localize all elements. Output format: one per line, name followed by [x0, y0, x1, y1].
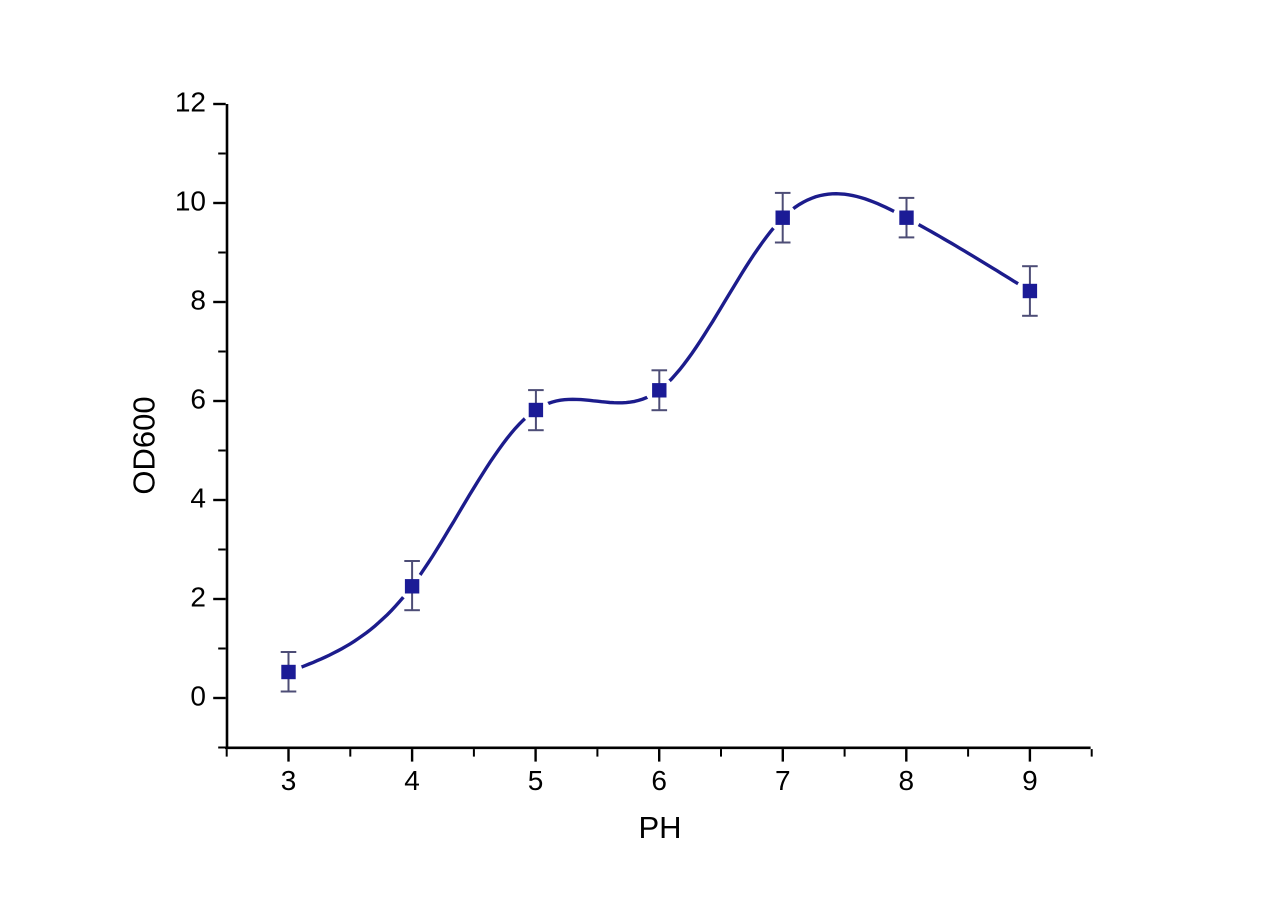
svg-text:0: 0	[190, 681, 206, 712]
svg-text:2: 2	[190, 582, 206, 613]
svg-text:7: 7	[775, 765, 791, 796]
svg-text:12: 12	[175, 87, 206, 118]
svg-text:9: 9	[1022, 765, 1038, 796]
svg-text:4: 4	[404, 765, 420, 796]
svg-text:8: 8	[899, 765, 915, 796]
svg-text:6: 6	[651, 765, 667, 796]
svg-text:5: 5	[528, 765, 544, 796]
svg-text:OD600: OD600	[127, 396, 162, 494]
svg-text:PH: PH	[638, 810, 681, 845]
svg-text:6: 6	[190, 384, 206, 415]
svg-text:4: 4	[190, 483, 206, 514]
svg-text:8: 8	[190, 285, 206, 316]
svg-text:10: 10	[175, 186, 206, 217]
svg-text:3: 3	[281, 765, 297, 796]
